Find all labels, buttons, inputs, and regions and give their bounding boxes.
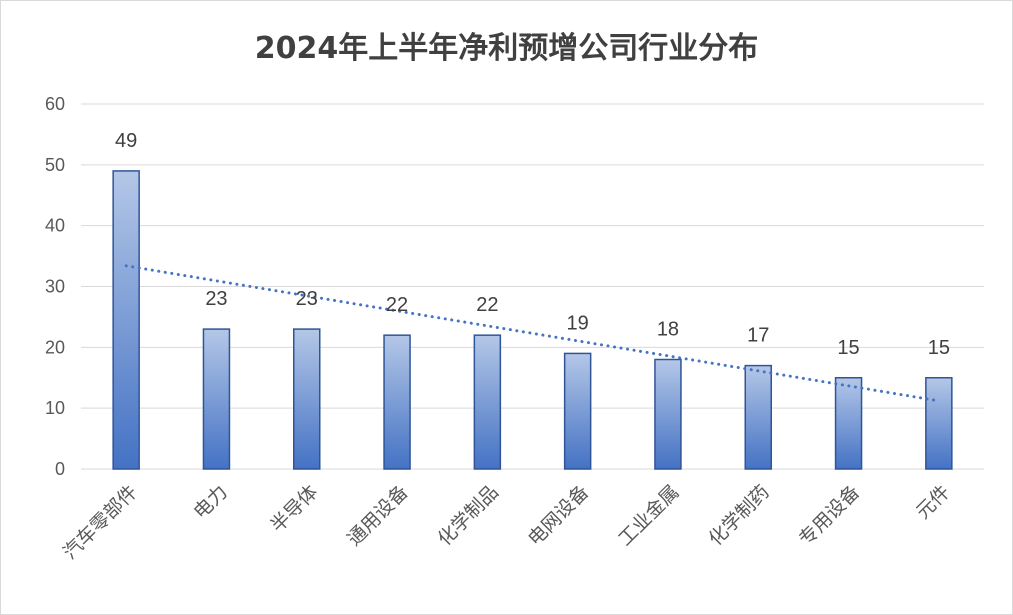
bar	[925, 377, 953, 470]
y-tick-label: 0	[55, 459, 65, 479]
bar	[834, 377, 863, 470]
y-tick-label: 40	[45, 216, 65, 236]
trend-line	[124, 264, 941, 403]
category-label: 通用设备	[343, 481, 412, 550]
bar	[654, 358, 682, 470]
bar	[563, 352, 592, 470]
category-label: 电力	[190, 481, 232, 523]
y-tick-label: 20	[45, 337, 65, 357]
data-label: 19	[567, 312, 589, 334]
data-label: 23	[296, 288, 318, 310]
y-tick-label: 30	[45, 277, 65, 297]
category-label: 汽车零部件	[59, 481, 142, 564]
data-label: 18	[657, 319, 679, 341]
category-label: 元件	[912, 481, 954, 523]
data-label: 17	[747, 325, 769, 347]
y-tick-label: 50	[45, 155, 65, 175]
category-label: 专用设备	[795, 481, 864, 550]
y-tick-label: 60	[45, 94, 65, 114]
bar	[112, 170, 140, 470]
category-label: 电网设备	[524, 481, 593, 550]
chart-title: 2024年上半年净利预增公司行业分布	[254, 31, 759, 66]
data-label: 23	[205, 288, 227, 310]
category-label: 化学制药	[704, 481, 773, 550]
data-label: 15	[928, 337, 950, 359]
data-label: 22	[476, 294, 498, 316]
y-tick-label: 10	[45, 398, 65, 418]
data-label: 15	[837, 337, 859, 359]
data-label: 49	[115, 130, 137, 152]
category-label: 化学制品	[434, 481, 503, 550]
bar	[473, 334, 502, 470]
bar	[744, 364, 772, 470]
bar	[293, 328, 321, 470]
bar	[202, 328, 231, 470]
data-label: 22	[386, 294, 408, 316]
category-label: 半导体	[266, 481, 322, 537]
bar	[383, 334, 411, 470]
category-label: 工业金属	[614, 481, 683, 550]
